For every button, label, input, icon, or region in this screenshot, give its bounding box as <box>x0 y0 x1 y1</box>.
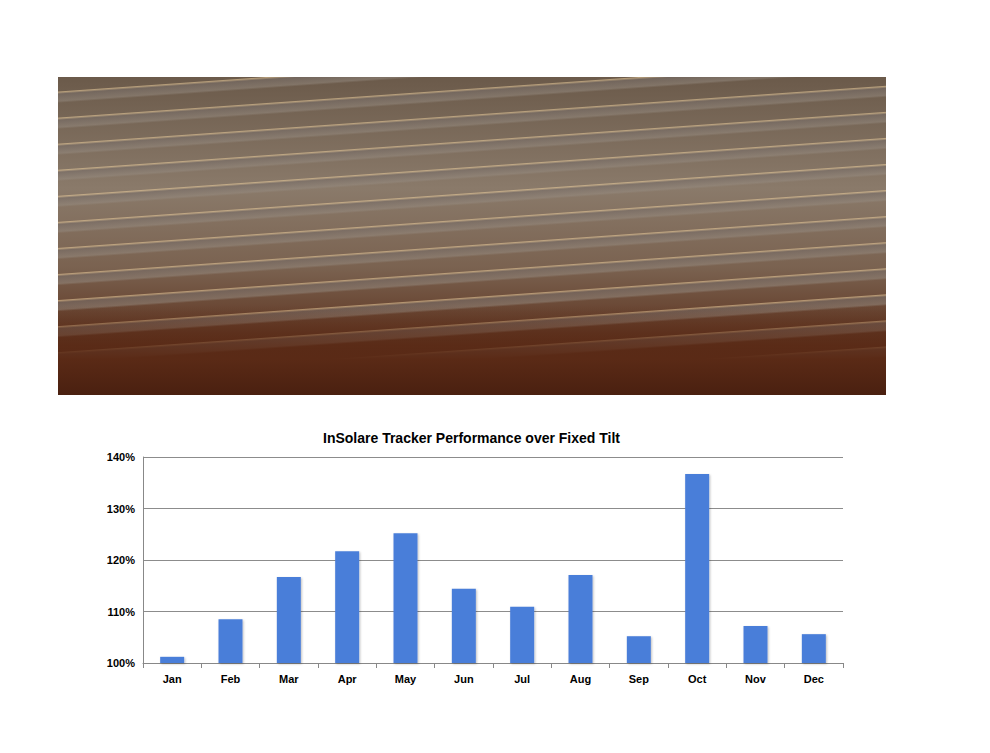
svg-text:Jul: Jul <box>514 673 530 685</box>
svg-text:100%: 100% <box>107 657 135 669</box>
svg-text:Oct: Oct <box>688 673 707 685</box>
svg-text:Apr: Apr <box>338 673 358 685</box>
svg-text:130%: 130% <box>107 503 135 515</box>
svg-text:May: May <box>395 673 417 685</box>
svg-text:Jan: Jan <box>163 673 182 685</box>
svg-text:InSolare Tracker Performance o: InSolare Tracker Performance over Fixed … <box>323 430 620 446</box>
svg-text:120%: 120% <box>107 554 135 566</box>
svg-text:Jun: Jun <box>454 673 474 685</box>
svg-text:Mar: Mar <box>279 673 299 685</box>
svg-text:110%: 110% <box>107 606 135 618</box>
svg-text:Sep: Sep <box>629 673 649 685</box>
svg-text:Dec: Dec <box>804 673 824 685</box>
svg-text:Aug: Aug <box>570 673 591 685</box>
svg-text:Feb: Feb <box>221 673 241 685</box>
svg-text:Nov: Nov <box>745 673 767 685</box>
svg-text:140%: 140% <box>107 451 135 463</box>
